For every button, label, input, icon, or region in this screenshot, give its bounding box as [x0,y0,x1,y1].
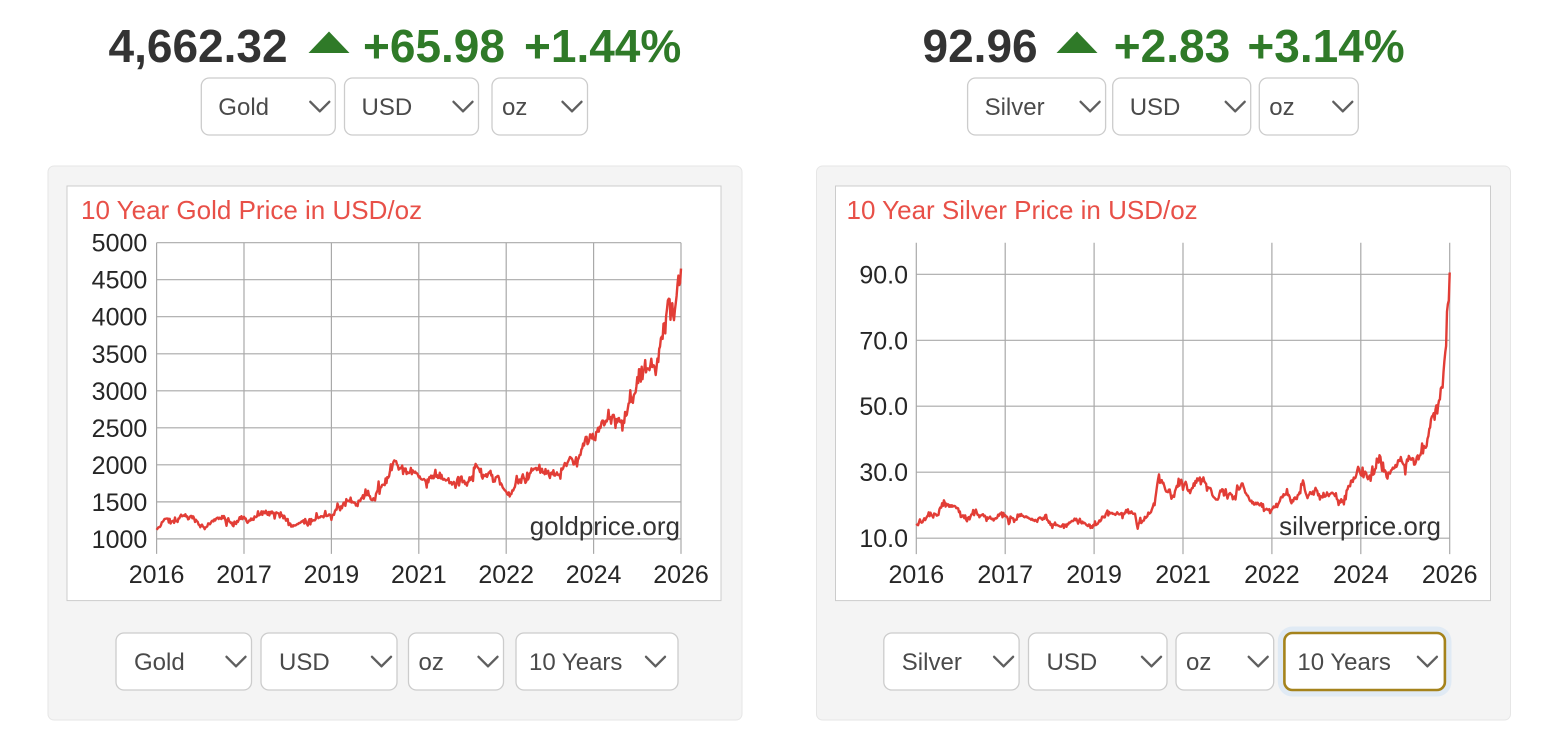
svg-text:+2.83: +2.83 [1114,20,1230,72]
svg-text:USD: USD [279,649,330,676]
svg-text:3500: 3500 [92,341,148,369]
svg-text:2021: 2021 [1155,561,1211,589]
svg-text:2016: 2016 [129,561,185,589]
svg-text:2026: 2026 [653,561,709,589]
svg-text:2026: 2026 [1422,561,1478,589]
svg-text:+1.44%: +1.44% [524,20,681,72]
svg-text:30.0: 30.0 [859,459,908,487]
svg-text:Gold: Gold [134,649,185,676]
svg-text:2022: 2022 [478,561,534,589]
svg-text:2022: 2022 [1244,561,1300,589]
svg-text:5000: 5000 [92,230,148,258]
svg-text:92.96: 92.96 [923,20,1038,72]
svg-text:USD: USD [1130,94,1181,121]
svg-text:2000: 2000 [92,452,148,480]
svg-text:2017: 2017 [977,561,1033,589]
svg-text:2016: 2016 [888,561,944,589]
svg-text:4500: 4500 [92,267,148,295]
svg-text:90.0: 90.0 [859,261,908,289]
svg-text:4000: 4000 [92,304,148,332]
svg-text:1500: 1500 [92,489,148,517]
svg-text:USD: USD [362,94,413,121]
svg-text:10 Years: 10 Years [1297,649,1390,676]
svg-text:2019: 2019 [1066,561,1122,589]
svg-text:USD: USD [1047,649,1098,676]
svg-text:Silver: Silver [985,94,1045,121]
svg-text:2500: 2500 [92,415,148,443]
svg-text:oz: oz [1186,649,1211,676]
svg-text:2021: 2021 [391,561,447,589]
svg-text:+65.98: +65.98 [363,20,505,72]
svg-text:Silver: Silver [902,649,962,676]
svg-text:10 Year Silver Price in USD/oz: 10 Year Silver Price in USD/oz [847,195,1198,225]
svg-text:oz: oz [419,649,444,676]
svg-text:silverprice.org: silverprice.org [1279,511,1441,541]
svg-text:2019: 2019 [304,561,360,589]
svg-text:2024: 2024 [1333,561,1389,589]
svg-text:10 Years: 10 Years [529,649,622,676]
svg-text:70.0: 70.0 [859,327,908,355]
svg-text:1000: 1000 [92,526,148,554]
svg-text:10 Year Gold Price in USD/oz: 10 Year Gold Price in USD/oz [81,195,422,225]
svg-text:4,662.32: 4,662.32 [109,20,288,72]
svg-text:Gold: Gold [218,94,269,121]
svg-text:10.0: 10.0 [859,525,908,553]
svg-text:goldprice.org: goldprice.org [530,511,680,541]
svg-text:oz: oz [502,94,527,121]
svg-text:+3.14%: +3.14% [1247,20,1404,72]
svg-text:50.0: 50.0 [859,393,908,421]
svg-text:2017: 2017 [216,561,272,589]
svg-text:2024: 2024 [566,561,622,589]
svg-text:3000: 3000 [92,378,148,406]
svg-text:oz: oz [1269,94,1294,121]
